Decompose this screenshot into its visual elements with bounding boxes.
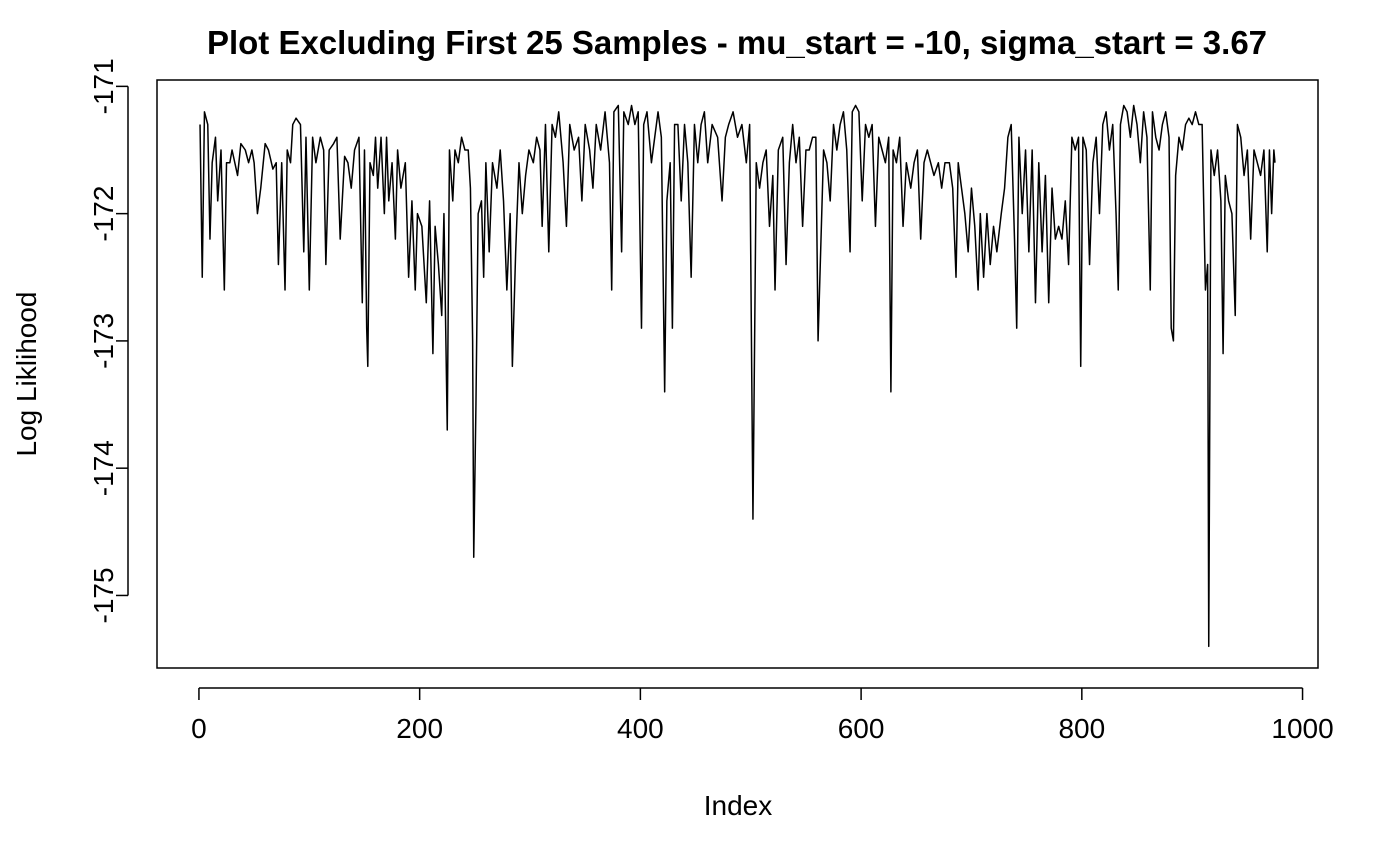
x-axis-label: Index: [704, 790, 773, 821]
chart-title: Plot Excluding First 25 Samples - mu_sta…: [207, 24, 1267, 61]
x-tick-label: 800: [1058, 713, 1105, 744]
y-axis-label: Log Liklihood: [11, 291, 42, 456]
y-tick-label: -174: [88, 440, 119, 496]
x-tick-label: 1000: [1271, 713, 1333, 744]
x-tick-label: 600: [838, 713, 885, 744]
y-tick-label: -173: [88, 313, 119, 369]
y-tick-label: -175: [88, 567, 119, 623]
y-tick-label: -171: [88, 58, 119, 114]
plot-box: [156, 79, 1319, 669]
x-tick-label: 400: [617, 713, 664, 744]
x-tick-label: 200: [396, 713, 443, 744]
y-tick-label: -172: [88, 186, 119, 242]
data-line: [199, 104, 1276, 648]
x-tick-label: 0: [191, 713, 207, 744]
